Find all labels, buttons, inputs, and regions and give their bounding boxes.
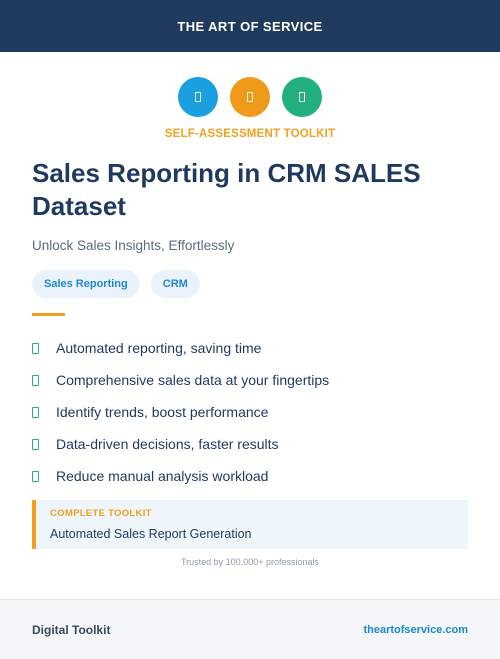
top-banner: THE ART OF SERVICE (0, 0, 500, 52)
website-link[interactable]: theartofservice.com (363, 623, 468, 636)
tag-sales-reporting[interactable]: Sales Reporting (32, 270, 140, 298)
feature-list: Automated reporting, saving time Compreh… (32, 332, 472, 492)
footer: Digital Toolkit theartofservice.com (0, 599, 500, 659)
check-icon (32, 470, 39, 482)
list-item: Comprehensive sales data at your fingert… (32, 364, 472, 396)
tag-list: Sales Reporting CRM (32, 270, 200, 298)
eyebrow-label: SELF-ASSESSMENT TOOLKIT (164, 128, 336, 140)
trusted-note: Trusted by 100,000+ professionals (180, 557, 319, 567)
check-icon (32, 374, 39, 386)
toolkit-value: Automated Sales Report Generation (50, 527, 252, 541)
subtitle: Unlock Sales Insights, Effortlessly (32, 238, 235, 253)
document-icon (230, 77, 270, 117)
check-icon (32, 406, 39, 418)
feature-text: Data-driven decisions, faster results (56, 436, 279, 452)
document-icon (282, 77, 322, 117)
list-item: Data-driven decisions, faster results (32, 428, 472, 460)
feature-text: Automated reporting, saving time (56, 340, 262, 356)
list-item: Identify trends, boost performance (32, 396, 472, 428)
toolkit-callout: COMPLETE TOOLKIT Automated Sales Report … (32, 500, 468, 549)
list-item: Automated reporting, saving time (32, 332, 472, 364)
check-icon (32, 438, 39, 450)
feature-text: Identify trends, boost performance (56, 404, 269, 420)
list-item: Reduce manual analysis workload (32, 460, 472, 492)
page-title: Sales Reporting in CRM SALES Dataset (32, 158, 421, 221)
toolkit-label: COMPLETE TOOLKIT (50, 508, 152, 519)
tag-crm[interactable]: CRM (150, 270, 200, 298)
document-icon (178, 77, 218, 117)
footer-label: Digital Toolkit (32, 622, 111, 637)
check-icon (32, 342, 39, 354)
icon-row (0, 77, 500, 117)
feature-text: Comprehensive sales data at your fingert… (56, 372, 330, 388)
feature-text: Reduce manual analysis workload (56, 468, 269, 484)
brand-name: THE ART OF SERVICE (177, 18, 323, 34)
accent-divider (32, 313, 65, 316)
